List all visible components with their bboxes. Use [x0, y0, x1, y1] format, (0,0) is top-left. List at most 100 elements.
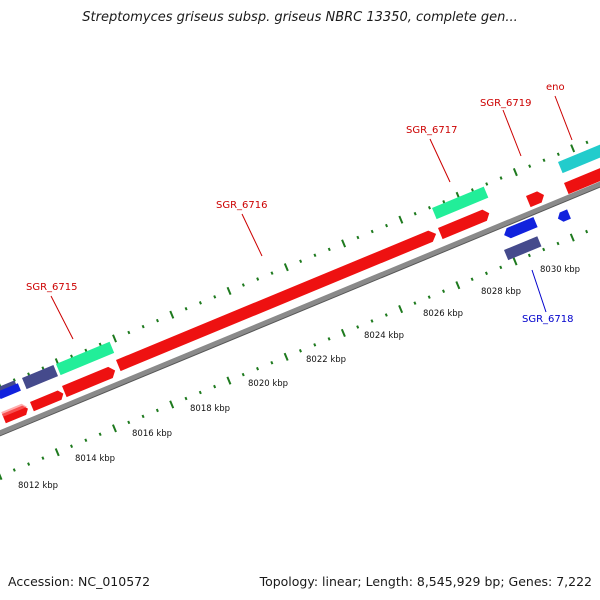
minor-tick [70, 354, 74, 359]
minor-tick [127, 420, 131, 425]
gene-arrow-sgr6717[interactable] [438, 208, 492, 240]
minor-tick [198, 301, 202, 305]
gene-label-sgr6716[interactable]: SGR_6716 [216, 200, 268, 211]
minor-tick [270, 271, 274, 275]
scale-label: 8018 kbp [190, 404, 230, 414]
minor-tick [184, 306, 188, 311]
minor-tick [442, 289, 446, 293]
scale-label: 8024 kbp [364, 331, 404, 341]
gene-label-sgr6715[interactable]: SGR_6715 [26, 282, 78, 293]
map-title: Streptomyces griseus subsp. griseus NBRC… [82, 10, 518, 25]
accession-text: Accession: NC_010572 [8, 574, 151, 589]
major-tick [570, 144, 576, 153]
gene-arrow-rev-small[interactable] [556, 209, 571, 223]
major-tick [54, 448, 60, 457]
minor-tick [70, 444, 74, 448]
minor-tick [556, 152, 560, 157]
gene-label-eno[interactable]: eno [546, 82, 565, 93]
minor-tick [585, 140, 589, 145]
major-tick [398, 215, 404, 224]
minor-tick [542, 158, 546, 163]
minor-tick [442, 200, 446, 204]
major-tick [226, 286, 232, 296]
minor-tick [12, 468, 16, 472]
minor-tick [356, 235, 360, 240]
forward-genes [1, 164, 600, 424]
scale-label: 8014 kbp [75, 454, 115, 464]
feature-teal-eno[interactable] [558, 142, 600, 174]
major-tick [112, 334, 117, 343]
reverse-features [0, 209, 571, 400]
minor-tick [141, 324, 145, 329]
minor-tick [470, 277, 474, 282]
minor-tick [155, 318, 159, 323]
gene-label-sgr6719[interactable]: SGR_6719 [480, 98, 532, 109]
gene-arrow-rev-left[interactable] [0, 383, 21, 400]
minor-tick [27, 372, 31, 376]
minor-tick [370, 229, 374, 234]
minor-tick [385, 223, 389, 228]
minor-tick [427, 205, 431, 210]
minor-tick [499, 176, 503, 180]
backbone-line [0, 181, 600, 436]
scale-label: 8020 kbp [248, 379, 288, 389]
lower-tick-row [0, 229, 589, 481]
scale-label: 8016 kbp [132, 429, 172, 439]
upper-tick-row [0, 140, 589, 391]
minor-tick [256, 277, 260, 281]
gene-arrow-sgr6716[interactable] [116, 228, 438, 372]
major-tick [455, 281, 461, 290]
gene-arrow-sgr6719[interactable] [526, 189, 546, 208]
gene-label-sgr6718[interactable]: SGR_6718 [522, 314, 574, 325]
minor-tick [499, 265, 503, 270]
major-tick [226, 376, 232, 385]
minor-tick [241, 372, 245, 377]
gene-arrow-sgr6718[interactable] [502, 216, 538, 240]
minor-tick [155, 408, 159, 413]
minor-tick [485, 182, 489, 186]
minor-tick [41, 456, 45, 460]
major-tick [512, 257, 518, 266]
gene-label-sgr6717[interactable]: SGR_6717 [406, 125, 458, 136]
minor-tick [84, 438, 88, 443]
scale-label: 8030 kbp [540, 265, 580, 275]
major-tick [340, 328, 346, 338]
gene-arrow-fwd-1[interactable] [2, 404, 30, 424]
major-tick [169, 400, 175, 409]
feature-slate-2[interactable] [22, 364, 59, 390]
scale-label: 8026 kbp [423, 309, 463, 319]
feature-slate-sgr6718[interactable] [504, 236, 542, 261]
minor-tick [98, 432, 102, 437]
minor-tick [141, 414, 145, 419]
minor-tick [527, 253, 531, 258]
minor-tick [184, 396, 188, 401]
minor-tick [84, 348, 88, 353]
minor-tick [356, 325, 360, 329]
minor-tick [585, 229, 589, 234]
gene-arrow-fwd-1-top [1, 403, 28, 417]
minor-tick [127, 330, 131, 335]
minor-tick [298, 349, 302, 353]
minor-tick [370, 319, 374, 323]
feature-green-sgr6717[interactable] [432, 186, 489, 220]
major-tick [283, 263, 289, 272]
major-tick [398, 304, 404, 314]
major-tick [0, 473, 3, 481]
minor-tick [213, 295, 217, 299]
scale-label: 8012 kbp [18, 481, 58, 491]
minor-tick [198, 390, 202, 395]
minor-tick [556, 241, 560, 246]
gene-arrow-fwd-2[interactable] [30, 389, 65, 412]
backbone-shadow [0, 186, 600, 437]
scale-label: 8022 kbp [306, 355, 346, 365]
gene-arrow-eno[interactable] [564, 164, 600, 195]
minor-tick [27, 462, 31, 466]
label-leaders [50, 95, 573, 340]
minor-tick [470, 188, 474, 192]
gene-arrow-fwd-3[interactable] [62, 365, 117, 398]
minor-tick [542, 247, 546, 252]
minor-tick [327, 247, 331, 252]
minor-tick [270, 360, 274, 365]
feature-green-1[interactable] [56, 341, 115, 376]
